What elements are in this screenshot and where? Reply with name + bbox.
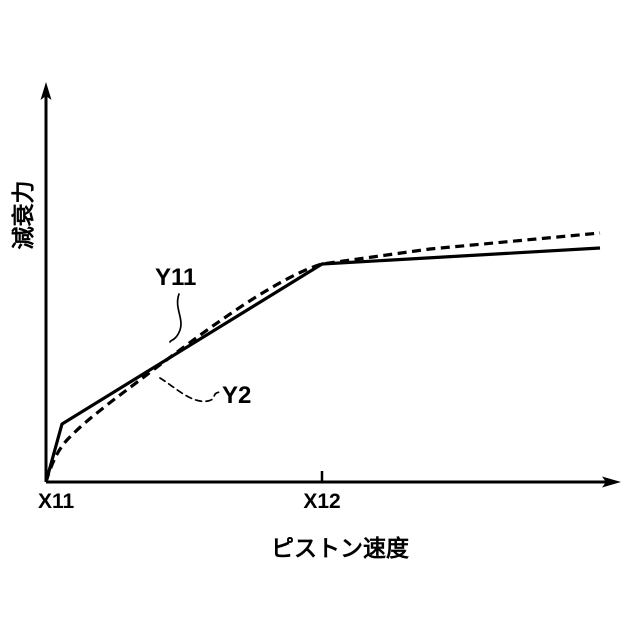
- y-axis-title: 減衰力: [10, 181, 36, 250]
- x-tick-label-x11: X11: [38, 490, 75, 513]
- series-group: [46, 233, 600, 482]
- leader-lines-group: [160, 294, 222, 401]
- series-label-y2: Y2: [222, 382, 251, 409]
- figure-root: 減衰力 ピストン速度 X11 X12 Y11 Y2: [0, 0, 640, 640]
- series-label-y11: Y11: [155, 264, 196, 291]
- x-axis-title: ピストン速度: [271, 535, 410, 561]
- series-curve-y2: [46, 233, 600, 482]
- axes-group: [41, 82, 622, 488]
- damping-force-chart: 減衰力 ピストン速度 X11 X12 Y11 Y2: [0, 0, 640, 640]
- leader-line-y2: [160, 378, 222, 401]
- series-curve-y11: [46, 248, 600, 482]
- x-tick-label-x12: X12: [303, 490, 340, 513]
- leader-line-y11: [170, 294, 181, 342]
- labels-group: 減衰力 ピストン速度 X11 X12 Y11 Y2: [10, 181, 410, 562]
